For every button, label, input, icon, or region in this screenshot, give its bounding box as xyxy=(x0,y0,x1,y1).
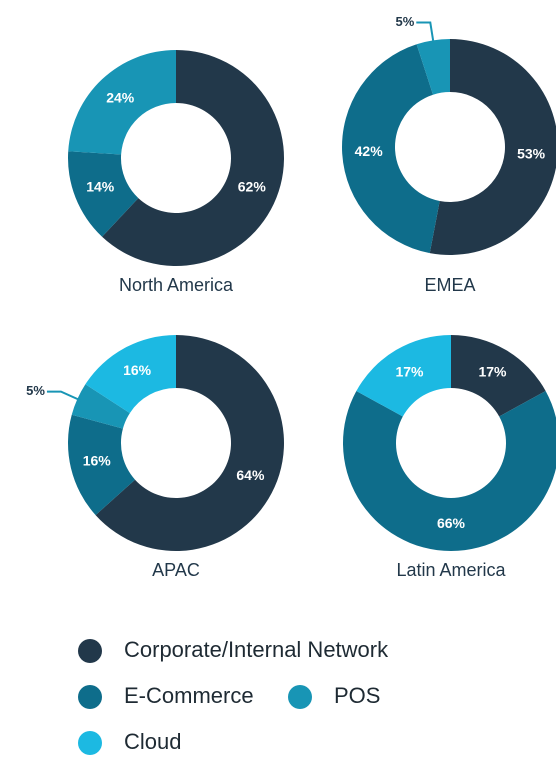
donut-segment xyxy=(68,50,176,155)
legend-label: Corporate/Internal Network xyxy=(124,637,389,662)
chart-title: Latin America xyxy=(396,560,506,580)
leader-line xyxy=(416,21,435,45)
data-label: 5% xyxy=(26,383,45,398)
legend-swatch xyxy=(78,639,102,663)
donut-segment xyxy=(102,50,285,266)
legend-swatch xyxy=(78,731,102,755)
data-label: 53% xyxy=(517,145,546,161)
data-label: 17% xyxy=(395,364,424,380)
chart-title: APAC xyxy=(152,560,200,580)
donut-segment xyxy=(341,44,440,254)
leader-line xyxy=(46,390,82,402)
donut-segment xyxy=(451,335,546,417)
chart-title: EMEA xyxy=(424,275,475,295)
donut-segment xyxy=(356,335,451,417)
chart-title: North America xyxy=(119,275,234,295)
legend-label: POS xyxy=(334,683,380,708)
data-label: 17% xyxy=(478,364,507,380)
data-label: 42% xyxy=(355,143,384,159)
donut-segment xyxy=(343,390,556,552)
data-label: 62% xyxy=(238,179,267,195)
legend-label: Cloud xyxy=(124,729,181,754)
donut-segment xyxy=(71,384,130,429)
donut-segment xyxy=(416,39,450,95)
legend-swatch xyxy=(78,685,102,709)
donut-segment xyxy=(85,335,176,414)
data-label: 16% xyxy=(83,453,112,469)
data-label: 66% xyxy=(437,515,466,531)
donut-segment xyxy=(67,414,136,516)
donut-segment xyxy=(429,39,556,255)
donut-segment xyxy=(68,151,139,237)
legend-label: E-Commerce xyxy=(124,683,254,708)
data-label: 5% xyxy=(395,14,414,29)
data-label: 24% xyxy=(106,89,135,105)
data-label: 14% xyxy=(86,179,115,195)
data-label: 16% xyxy=(123,362,152,378)
data-label: 64% xyxy=(236,467,265,483)
legend-swatch xyxy=(288,685,312,709)
donut-segment xyxy=(95,335,285,552)
